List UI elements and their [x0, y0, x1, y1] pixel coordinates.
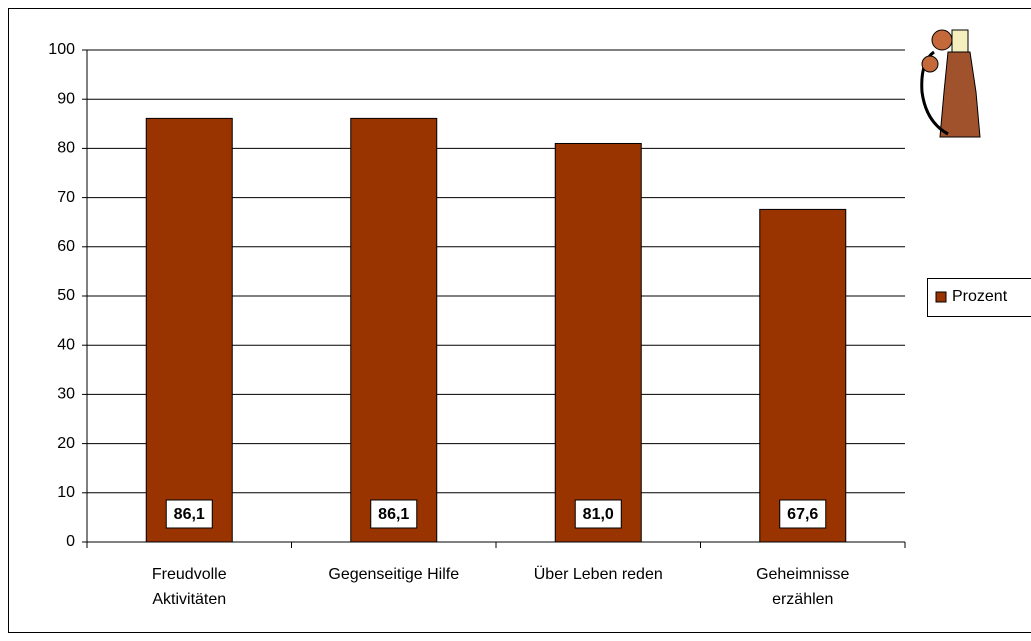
y-tick-label: 40 — [57, 336, 75, 353]
bar — [760, 209, 846, 542]
y-tick-label: 100 — [48, 41, 75, 58]
bar — [555, 143, 641, 542]
y-tick-label: 20 — [57, 435, 75, 452]
value-label: 86,1 — [378, 506, 409, 523]
value-label: 67,6 — [787, 506, 818, 523]
x-tick-label: Geheimnisse erzählen — [703, 562, 903, 612]
x-tick-label: Über Leben reden — [498, 562, 698, 587]
y-tick-label: 0 — [66, 533, 75, 550]
value-label: 81,0 — [583, 506, 614, 523]
y-tick-label: 30 — [57, 386, 75, 403]
y-tick-label: 70 — [57, 189, 75, 206]
y-tick-label: 80 — [57, 140, 75, 157]
bar — [146, 118, 232, 542]
legend-label: Prozent — [952, 288, 1008, 305]
y-tick-label: 60 — [57, 238, 75, 255]
y-tick-label: 10 — [57, 484, 75, 501]
x-tick-label: Freudvolle Aktivitäten — [89, 562, 289, 612]
chart-wrapper: 0 10 20 30 40 50 60 70 80 90 100 86,1 86,1 81,0 67,6 Pr… — [0, 0, 1031, 641]
value-label: 86,1 — [174, 506, 205, 523]
y-tick-label: 90 — [57, 90, 75, 107]
bar — [351, 118, 437, 542]
x-tick-label: Gegenseitige Hilfe — [294, 562, 494, 587]
chart: 0 10 20 30 40 50 60 70 80 90 100 86,1 86,1 81,0 67,6 Pr… — [0, 0, 1031, 641]
y-tick-label: 50 — [57, 287, 75, 304]
legend-swatch — [936, 292, 946, 302]
